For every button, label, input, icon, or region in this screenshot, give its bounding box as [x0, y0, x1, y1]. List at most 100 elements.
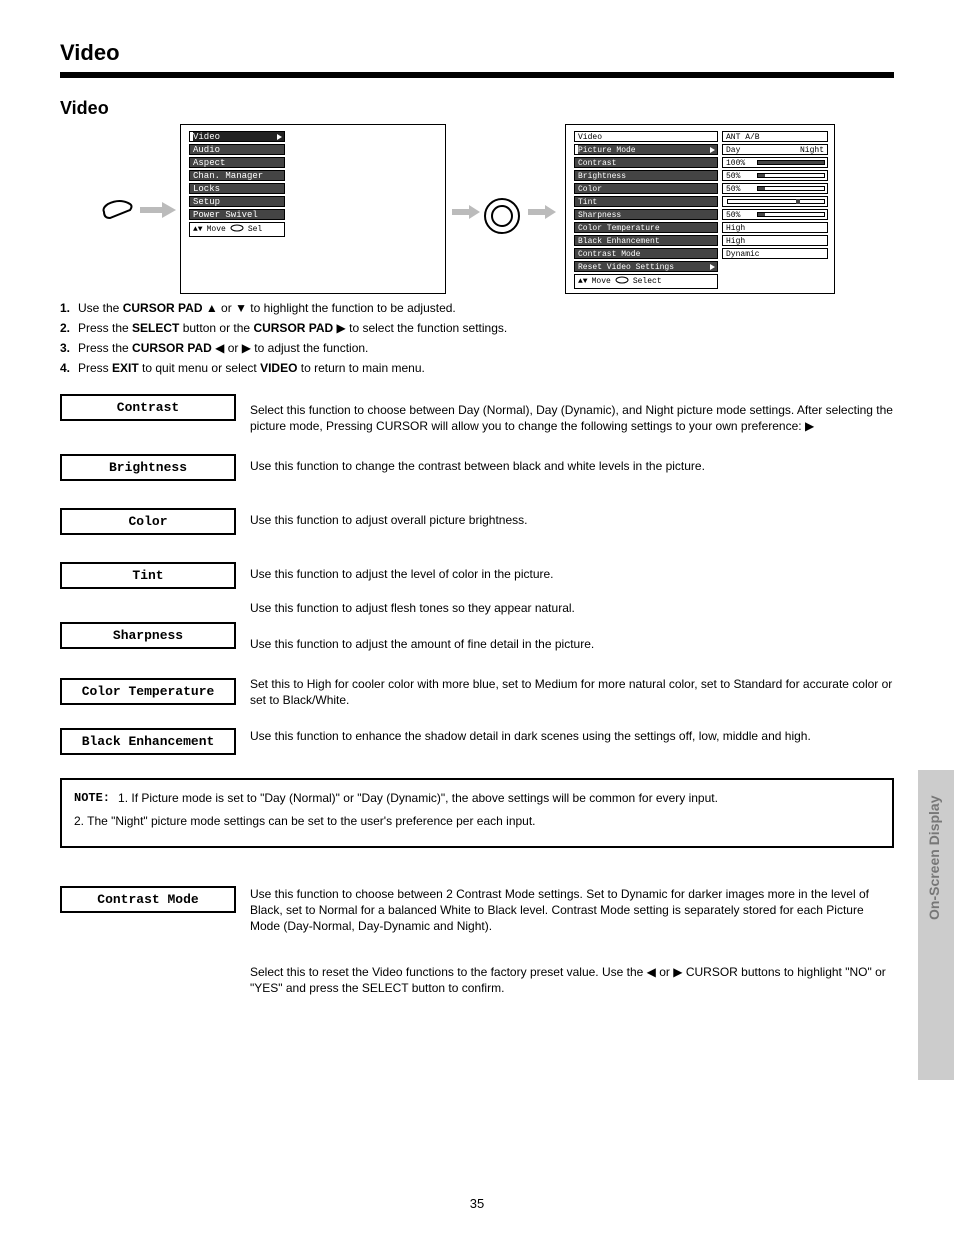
menu-row: Aspect: [189, 157, 285, 168]
osd-main-menu-list: Video Audio Aspect Chan. Manager Locks S…: [189, 131, 285, 237]
arrow-right-icon: [452, 204, 480, 224]
slider-track: [757, 212, 825, 217]
page-number: 35: [0, 1196, 954, 1211]
slider-tick: [796, 199, 800, 204]
hint-move: Move: [207, 225, 226, 234]
colortemp-value: High: [722, 222, 828, 233]
chevron-right-icon: [710, 147, 715, 153]
slider-track: [757, 160, 825, 165]
remote-button-icon: [100, 198, 134, 222]
instruction-step-2: 2.Press the SELECT button or the CURSOR …: [60, 320, 894, 336]
menu-row-label: Video: [193, 132, 220, 142]
select-oval-icon: [615, 276, 629, 287]
menu-row: Audio: [189, 144, 285, 155]
hint-sel: Sel: [248, 225, 262, 234]
option-tint-box: Tint: [60, 562, 236, 589]
updown-icon: ▲▼: [578, 277, 588, 286]
submenu-row: Color Temperature: [574, 222, 718, 233]
option-sharpness-desc: Use this function to adjust the amount o…: [250, 636, 894, 652]
instruction-step-4: 4.Press EXIT to quit menu or select VIDE…: [60, 360, 894, 376]
val-night: Night: [800, 146, 824, 153]
submenu-row: Black Enhancement: [574, 235, 718, 246]
select-ring-icon: [482, 196, 522, 240]
note-line-1: 1. If Picture mode is set to "Day (Norma…: [118, 790, 880, 807]
section-subtitle: Video: [60, 98, 109, 119]
option-sharpness-box: Sharpness: [60, 622, 236, 649]
menu-row: Video: [189, 131, 285, 142]
tint-value: [722, 196, 828, 207]
submenu-row: Contrast Mode: [574, 248, 718, 259]
menu-row-label: Aspect: [193, 158, 225, 168]
contrastmode-value: Dynamic: [722, 248, 828, 259]
slider-fill: [758, 174, 765, 177]
picture-mode-value: Day Night: [722, 144, 828, 155]
submenu-row: Tint: [574, 196, 718, 207]
menu-row: Chan. Manager: [189, 170, 285, 181]
submenu-row: Contrast: [574, 157, 718, 168]
header-rule: [60, 72, 894, 78]
submenu-row: Brightness: [574, 170, 718, 181]
val-label: 50%: [726, 185, 740, 194]
arrow-right-icon: [140, 200, 176, 224]
select-oval-icon: [230, 224, 244, 235]
option-blackenh-box: Black Enhancement: [60, 728, 236, 755]
submenu-row-label: Picture Mode: [578, 146, 636, 155]
option-brightness-desc: Use this function to adjust overall pict…: [250, 512, 894, 528]
contrastmode-desc-1: Use this function to choose between 2 Co…: [250, 886, 894, 935]
slider-fill: [758, 187, 765, 190]
slider-fill: [758, 213, 765, 216]
val-label: High: [726, 224, 745, 233]
menu-row: Power Swivel: [189, 209, 285, 220]
val-label: High: [726, 237, 745, 246]
submenu-row-label: Tint: [578, 198, 597, 207]
contrast-value: 100%: [722, 157, 828, 168]
updown-icon: ▲▼: [193, 225, 203, 234]
submenu-row-label: Color: [578, 185, 602, 194]
val-day: Day: [726, 146, 740, 153]
sharpness-value: 50%: [722, 209, 828, 220]
menu-row-label: Audio: [193, 145, 220, 155]
submenu-row: Color: [574, 183, 718, 194]
submenu-row: Reset Video Settings: [574, 261, 718, 272]
side-tab: On-Screen Display: [918, 770, 954, 1080]
instruction-step-3: 3.Press the CURSOR PAD ◀ or ▶ to adjust …: [60, 340, 894, 356]
submenu-row-label: Contrast: [578, 159, 616, 168]
submenu-row-label: Contrast Mode: [578, 250, 640, 259]
submenu-right-col: ANT A/B DayNight 100% 50% 50% 50% High H…: [722, 131, 828, 261]
val-label: 50%: [726, 172, 740, 181]
submenu-row-label: Sharpness: [578, 211, 621, 220]
option-brightness-box: Brightness: [60, 454, 236, 481]
option-blackenh-desc: Use this function to enhance the shadow …: [250, 728, 894, 744]
osd-main-menu: Video Audio Aspect Chan. Manager Locks S…: [180, 124, 446, 294]
color-value: 50%: [722, 183, 828, 194]
submenu-left-col: Video Picture Mode Contrast Brightness C…: [574, 131, 718, 289]
chevron-right-icon: [710, 264, 715, 270]
arrow-right-icon: [528, 204, 556, 224]
option-color-desc: Use this function to adjust the level of…: [250, 566, 894, 582]
slider-track: [727, 199, 825, 204]
option-color-box: Color: [60, 508, 236, 535]
slider-track: [757, 186, 825, 191]
option-tint-desc: Use this function to adjust flesh tones …: [250, 600, 894, 616]
side-tab-text: On-Screen Display: [926, 796, 942, 921]
submenu-row-label: Reset Video Settings: [578, 263, 674, 272]
option-contrast-box: Contrast: [60, 394, 236, 421]
menu-row-label: Power Swivel: [193, 210, 258, 220]
submenu-header: Video: [574, 131, 718, 142]
slider-track: [757, 173, 825, 178]
menu-row: Setup: [189, 196, 285, 207]
menu-row-label: Setup: [193, 197, 220, 207]
hint-move: Move: [592, 277, 611, 286]
osd-video-submenu: Video Picture Mode Contrast Brightness C…: [565, 124, 835, 294]
picture-mode-desc: Select this function to choose between D…: [250, 402, 894, 434]
note-box: NOTE: 1. If Picture mode is set to "Day …: [60, 778, 894, 848]
val-label: 50%: [726, 211, 740, 220]
option-colortemp-desc: Set this to High for cooler color with m…: [250, 676, 894, 708]
submenu-row: Sharpness: [574, 209, 718, 220]
submenu-row: Picture Mode: [574, 144, 718, 155]
val-label: Dynamic: [726, 250, 760, 259]
chevron-right-icon: [277, 134, 282, 140]
blackenh-value: High: [722, 235, 828, 246]
menu-hint: ▲▼ Move Select: [574, 274, 718, 289]
menu-row: Locks: [189, 183, 285, 194]
